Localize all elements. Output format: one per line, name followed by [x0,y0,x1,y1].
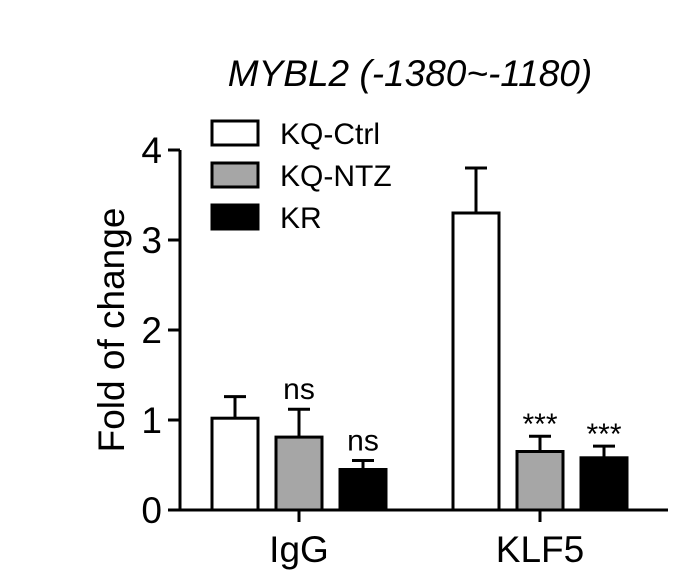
legend-label: KQ-NTZ [280,160,392,193]
significance-annotation: ns [283,373,315,406]
chart-title: MYBL2 (-1380~-1180) [228,53,592,94]
significance-annotation: *** [586,418,621,451]
bar-kr-igg [338,468,388,512]
legend-swatch [210,161,260,189]
y-tick-label: 4 [141,130,162,171]
y-tick-label: 2 [141,310,162,351]
bar-kq-ctrl-klf5 [451,211,501,512]
y-tick-label: 3 [141,220,162,261]
y-tick-label: 0 [141,490,162,531]
x-category-label: KLF5 [496,529,584,570]
legend-swatch [210,119,260,147]
significance-annotation: ns [347,425,379,458]
legend-label: KQ-Ctrl [280,118,380,151]
bar-kq-ntz-igg [274,435,324,512]
bar-kq-ntz-klf5 [515,450,565,512]
legend-label: KR [280,202,322,235]
bar-kq-ctrl-igg [210,416,260,512]
y-axis-label: Fold of change [91,208,132,453]
x-category-label: IgG [269,529,329,570]
significance-annotation: *** [522,408,557,441]
bar-kr-klf5 [579,456,629,512]
y-tick-label: 1 [141,400,162,441]
legend-swatch [210,203,260,231]
